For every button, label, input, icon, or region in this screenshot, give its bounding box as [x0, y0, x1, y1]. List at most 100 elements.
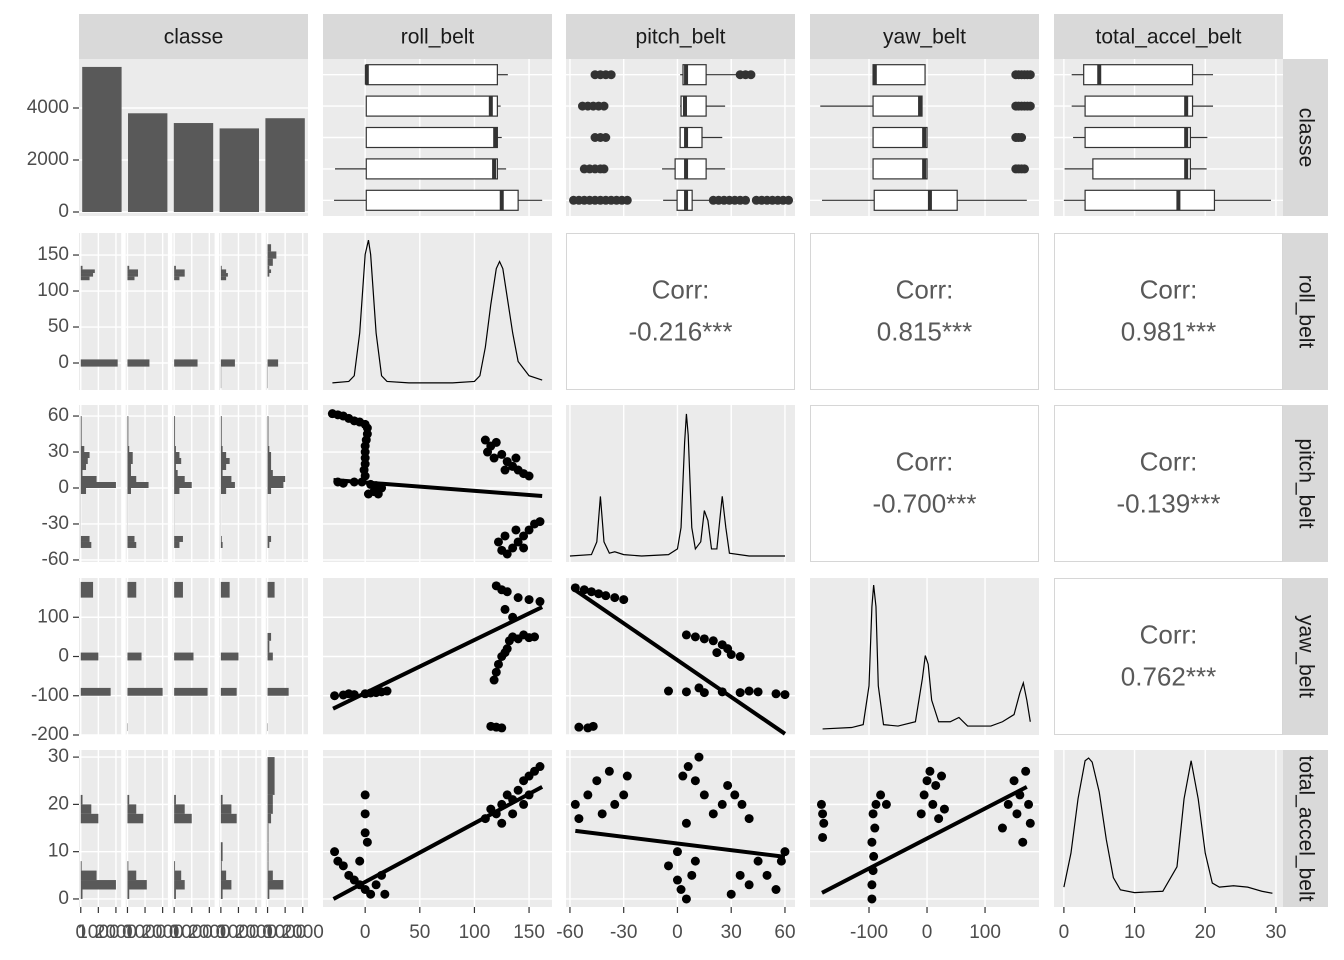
- point: [871, 799, 881, 809]
- corr-label: Corr:: [1140, 274, 1198, 304]
- point: [690, 856, 700, 866]
- histogram-bar: [220, 535, 222, 542]
- point: [928, 799, 938, 809]
- outlier: [606, 70, 616, 80]
- histogram-bar: [174, 487, 180, 494]
- point: [363, 489, 373, 499]
- point: [762, 870, 772, 880]
- strip-label: yaw_belt: [883, 26, 966, 49]
- histogram-bar: [267, 251, 277, 259]
- point: [694, 683, 704, 693]
- histogram-bar: [80, 269, 95, 274]
- x-tick-label: 2000: [282, 922, 324, 943]
- point: [489, 675, 499, 685]
- histogram-bar: [220, 880, 232, 890]
- point: [818, 809, 828, 819]
- x-tick-label: 0: [922, 922, 933, 943]
- x-tick-label: 30: [721, 922, 742, 943]
- y-tick-label: 0: [58, 888, 69, 909]
- box: [872, 64, 926, 86]
- histogram-bar: [267, 889, 270, 899]
- fit-line: [333, 477, 543, 499]
- point: [502, 549, 512, 559]
- histogram-bar: [267, 757, 275, 795]
- x-tick-label: 10: [1124, 922, 1145, 943]
- outlier: [601, 133, 611, 142]
- corr-value: -0.216***: [628, 316, 732, 346]
- x-tick-label: 0: [75, 922, 86, 943]
- point: [508, 809, 518, 819]
- point: [676, 885, 686, 895]
- corr-panel: [1054, 233, 1283, 390]
- strip: [1054, 14, 1283, 59]
- fit-line: [575, 828, 786, 859]
- corr-value: 0.762***: [1121, 661, 1216, 691]
- box: [365, 158, 498, 180]
- point: [708, 636, 718, 646]
- histogram-bar: [174, 452, 180, 459]
- point: [753, 687, 763, 697]
- histogram-bar: [80, 870, 97, 881]
- outlier: [784, 195, 794, 205]
- point: [699, 634, 709, 644]
- box: [872, 95, 923, 117]
- point: [360, 809, 370, 819]
- point: [681, 818, 691, 828]
- y-tick-label: 0: [58, 201, 69, 222]
- histogram-bar: [220, 273, 228, 277]
- box: [1083, 64, 1194, 86]
- histogram-bar: [220, 870, 227, 881]
- point: [497, 818, 507, 828]
- x-tick-label: 100: [459, 922, 491, 943]
- point: [744, 880, 754, 890]
- point: [588, 721, 598, 731]
- histogram-bar: [220, 889, 223, 899]
- histogram-bar: [127, 687, 163, 696]
- y-tick-label: -60: [42, 549, 69, 570]
- point: [513, 785, 523, 795]
- histogram-bar: [220, 476, 232, 483]
- outlier: [1025, 70, 1035, 80]
- histogram-bar: [174, 265, 176, 270]
- x-tick-label: 50: [409, 922, 430, 943]
- point: [344, 689, 354, 699]
- panel: [566, 405, 795, 562]
- x-tick-label: 60: [774, 922, 795, 943]
- point: [511, 453, 521, 463]
- y-tick-label: 0: [58, 477, 69, 498]
- box: [1092, 158, 1192, 180]
- y-tick-label: 60: [48, 405, 69, 426]
- y-tick-label: -200: [31, 724, 69, 745]
- histogram-bar: [127, 470, 131, 477]
- histogram-bar: [127, 416, 129, 447]
- point: [570, 799, 580, 809]
- histogram-bar: [174, 464, 176, 471]
- point: [726, 650, 736, 660]
- strip-label: roll_belt: [1294, 275, 1317, 349]
- x-tick-label: 0: [1059, 922, 1070, 943]
- point: [1012, 809, 1022, 819]
- point: [355, 856, 365, 866]
- corr-value: -0.700***: [872, 488, 976, 518]
- histogram-bar: [220, 452, 227, 459]
- strip-label: total_accel_belt: [1096, 26, 1242, 49]
- point: [497, 449, 507, 459]
- fit-line: [574, 588, 787, 736]
- strip-label: classe: [164, 26, 224, 49]
- bar: [173, 123, 214, 212]
- x-tick-label: -100: [850, 922, 888, 943]
- histogram-bar: [267, 535, 272, 542]
- point: [937, 771, 947, 781]
- histogram-bar: [267, 273, 270, 277]
- point: [330, 847, 340, 857]
- point: [1003, 799, 1013, 809]
- panel: [810, 578, 1039, 735]
- point: [508, 543, 518, 553]
- x-tick-label: 2000: [95, 922, 137, 943]
- x-tick-label: 2000: [235, 922, 277, 943]
- histogram-bar: [80, 880, 116, 890]
- point: [491, 437, 501, 447]
- point: [870, 823, 880, 833]
- x-tick-label: 1000: [171, 922, 213, 943]
- y-tick-label: 100: [37, 606, 69, 627]
